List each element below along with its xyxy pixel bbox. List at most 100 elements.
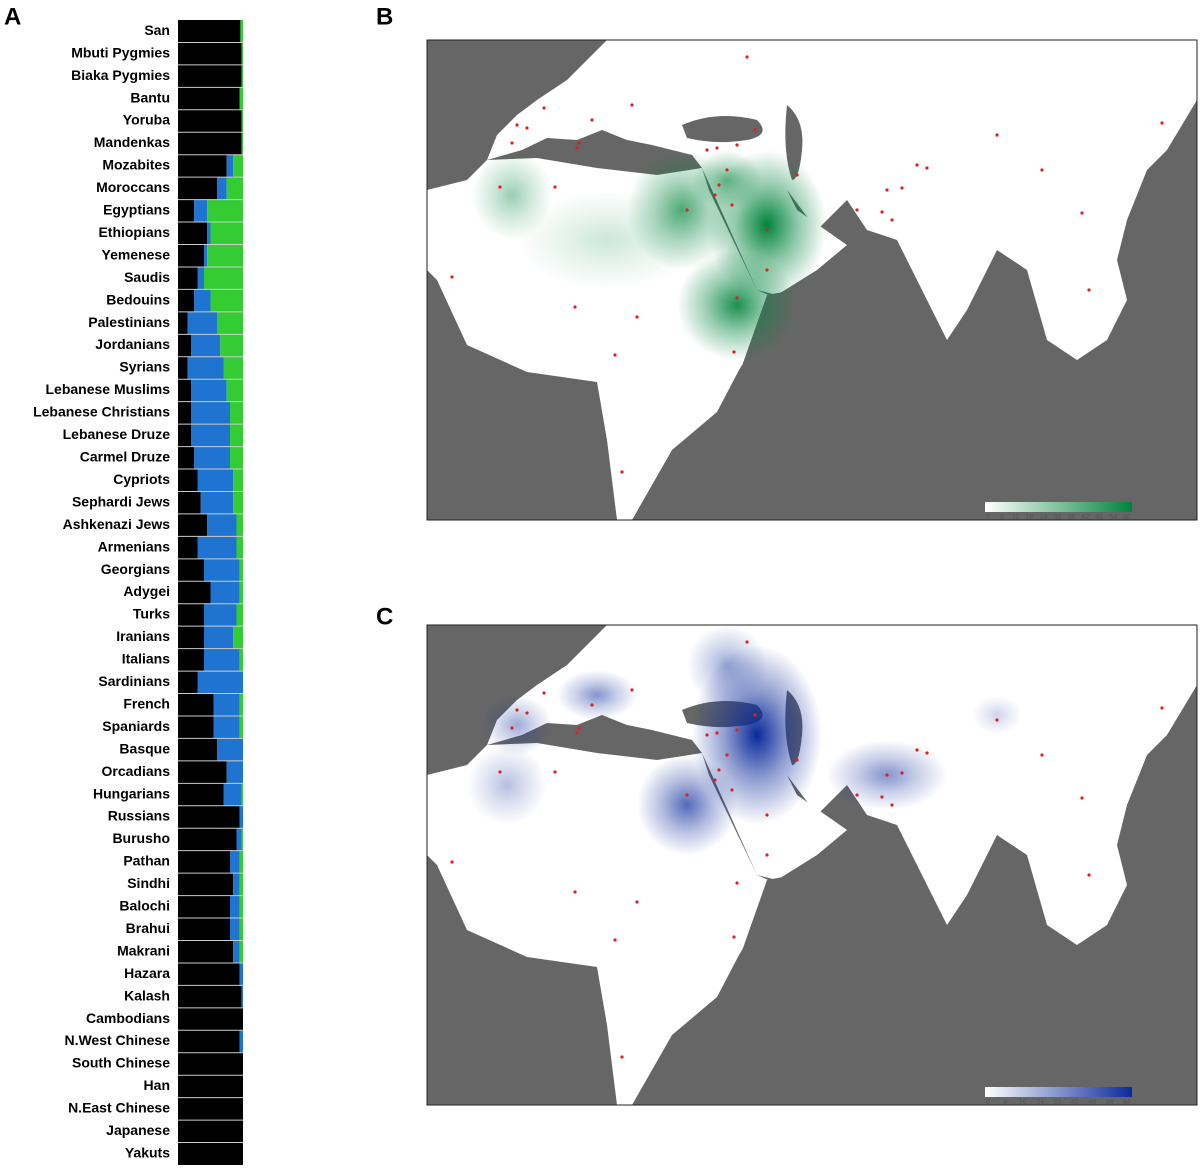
colorbar-tick-label: 24 [1036, 1099, 1044, 1106]
density-blob [972, 695, 1022, 735]
admixture-segment [178, 109, 242, 133]
sample-site [620, 1055, 624, 1059]
admixture-segment [178, 64, 242, 88]
admixture-segment [239, 805, 243, 829]
population-label: Iranians [116, 628, 170, 644]
population-label: Ethiopians [98, 224, 170, 240]
sample-site [765, 268, 769, 272]
sample-site [745, 55, 749, 59]
admixture-segment [233, 873, 240, 896]
population-label: Jordanians [95, 336, 170, 352]
colorbar-tick-label: 8 [1003, 1099, 1007, 1106]
land [427, 40, 1197, 520]
admixture-segment [239, 918, 243, 941]
population-label: Yemenese [102, 246, 171, 262]
colorbar [985, 1087, 1132, 1097]
population-label: Hungarians [93, 785, 170, 801]
colorbar-tick-label: 64 [1123, 1099, 1131, 1106]
admixture-segment [178, 311, 188, 335]
sample-site [1040, 753, 1044, 757]
colorbar-tick-label: 36 [1068, 514, 1076, 521]
admixture-segment [187, 356, 224, 380]
sample-site [573, 890, 577, 894]
sample-site [685, 208, 689, 212]
sample-site [765, 813, 769, 817]
sample-site [795, 173, 799, 177]
sample-site [1160, 121, 1164, 125]
admixture-segment [233, 491, 243, 514]
admixture-segment [178, 940, 234, 963]
colorbar-tick-label: 12 [1012, 514, 1020, 521]
admixture-segment [210, 289, 243, 312]
sample-site [525, 126, 529, 130]
population-label: French [123, 695, 170, 711]
population-label: Kalash [124, 987, 170, 1003]
sample-site [510, 141, 514, 145]
population-label: Spaniards [102, 718, 170, 734]
population-label: Brahui [126, 920, 170, 936]
admixture-segment [178, 962, 240, 986]
admixture-segment [178, 446, 195, 470]
sample-site [735, 143, 739, 147]
sample-site [880, 210, 884, 214]
sample-site [900, 186, 904, 190]
admixture-segment [178, 1007, 243, 1031]
population-label: Cypriots [113, 471, 170, 487]
sample-site [575, 146, 579, 150]
admixture-segment [236, 828, 242, 851]
admixture-segment [178, 581, 211, 604]
admixture-segment [191, 334, 221, 357]
density-blob [467, 745, 547, 825]
admixture-segment [230, 850, 240, 874]
colorbar-tick-label: 0 [986, 1099, 990, 1106]
panel-label: A [4, 3, 21, 30]
admixture-segment [226, 154, 234, 178]
admixture-segment [178, 424, 191, 447]
sample-site [450, 860, 454, 864]
admixture-segment [217, 177, 227, 200]
admixture-segment [233, 940, 240, 963]
admixture-segment [178, 918, 230, 941]
population-label: Mozabites [102, 157, 170, 173]
admixture-segment [178, 177, 217, 200]
population-label: Lebanese Druze [63, 426, 171, 442]
colorbar-tick-label: 6 [1000, 514, 1004, 521]
admixture-segment [236, 603, 243, 627]
admixture-segment [241, 783, 243, 806]
sample-site [573, 305, 577, 309]
colorbar-tick-label: 0 [986, 514, 990, 521]
sample-site [577, 141, 581, 145]
sample-site [765, 853, 769, 857]
sample-site [553, 185, 557, 189]
sample-site [730, 788, 734, 792]
admixture-segment [239, 87, 243, 110]
population-label: Han [144, 1077, 170, 1093]
population-label: Burusho [112, 830, 170, 846]
population-label: Egyptians [103, 202, 170, 218]
admixture-segment [223, 783, 242, 806]
admixture-segment [239, 558, 243, 582]
sample-site [510, 726, 514, 730]
density-blob [482, 695, 552, 755]
sample-site [753, 128, 757, 132]
sample-site [613, 938, 617, 942]
admixture-segment [213, 715, 240, 739]
admixture-segment [178, 626, 204, 649]
sample-site [900, 771, 904, 775]
colorbar-tick-label: 42 [1081, 514, 1089, 521]
admixture-segment [223, 356, 243, 380]
colorbar-tick-label: 48 [1088, 1099, 1096, 1106]
admixture-segment [230, 918, 240, 941]
sample-site [613, 353, 617, 357]
admixture-segment [241, 828, 243, 851]
map-frame [426, 624, 1198, 1106]
admixture-segment [241, 109, 243, 133]
admixture-segment [178, 87, 240, 110]
sample-site [995, 718, 999, 722]
sample-site [995, 133, 999, 137]
sample-site [715, 146, 719, 150]
admixture-segment [239, 962, 243, 986]
colorbar-tick-label: 30 [1054, 514, 1062, 521]
admixture-segment [178, 1030, 240, 1053]
population-label: Georgians [101, 561, 170, 577]
